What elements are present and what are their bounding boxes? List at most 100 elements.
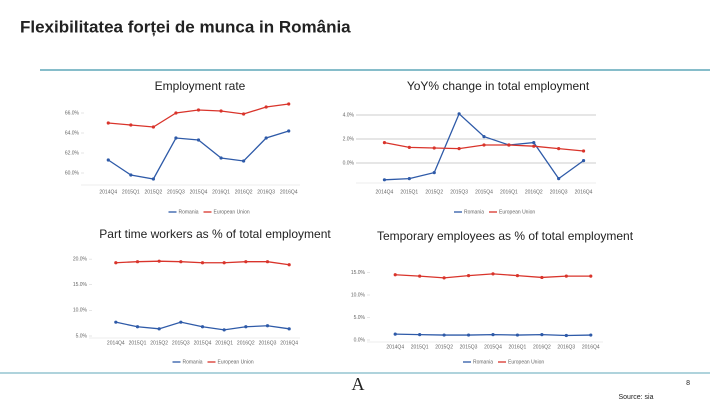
y-tick-label: 15.0% <box>73 282 88 288</box>
legend-label: European Union <box>499 209 535 215</box>
point <box>222 261 226 265</box>
y-tick-label: 62.0% <box>65 150 80 156</box>
point <box>219 156 223 160</box>
y-tick-label: 60.0% <box>65 170 80 176</box>
series-line <box>384 112 584 181</box>
x-tick-label: 2015Q4 <box>190 189 208 195</box>
panel-title: Part time workers as % of total employme… <box>99 227 331 241</box>
point <box>466 274 471 278</box>
point <box>196 138 201 142</box>
point <box>244 260 248 264</box>
point <box>106 121 110 125</box>
point <box>589 333 593 337</box>
x-tick-label: 2014Q4 <box>376 189 394 195</box>
point <box>564 274 568 278</box>
y-tick-label: 0.0% <box>354 337 366 343</box>
y-tick-label: 20.0% <box>73 256 88 262</box>
point <box>418 274 422 278</box>
panel-title: Temporary employees as % of total employ… <box>377 229 634 243</box>
x-tick-label: 2015Q4 <box>484 344 502 350</box>
point <box>179 260 183 264</box>
legend-label: European Union <box>218 359 254 365</box>
point <box>457 112 461 116</box>
point <box>151 177 155 181</box>
x-tick-label: 2015Q3 <box>450 189 468 195</box>
point <box>564 333 568 338</box>
x-tick-label: 2016Q4 <box>582 344 600 350</box>
point <box>222 328 226 332</box>
x-tick-label: 2014Q4 <box>386 344 404 350</box>
x-tick-label: 2016Q1 <box>500 189 518 195</box>
point <box>135 325 140 329</box>
x-tick-label: 2016Q4 <box>280 189 298 195</box>
x-tick-label: 2016Q3 <box>257 189 275 195</box>
point <box>287 263 291 267</box>
point <box>174 136 178 140</box>
point <box>482 135 486 139</box>
x-tick-label: 2016Q2 <box>237 340 255 346</box>
x-tick-label: 2016Q1 <box>212 189 230 195</box>
x-tick-label: 2014Q4 <box>99 189 117 195</box>
x-tick-label: 2015Q4 <box>194 340 212 346</box>
x-tick-label: 2016Q4 <box>575 189 593 195</box>
x-tick-label: 2015Q4 <box>475 189 493 195</box>
x-tick-label: 2016Q1 <box>215 340 233 346</box>
point <box>382 141 387 145</box>
x-tick-label: 2016Q2 <box>533 344 551 350</box>
y-tick-label: 5.0% <box>76 333 88 339</box>
x-tick-label: 2015Q3 <box>172 340 190 346</box>
logo: A <box>352 374 365 394</box>
point <box>151 125 155 129</box>
point <box>200 325 205 329</box>
source: Source: sia <box>618 394 653 401</box>
x-tick-label: 2015Q3 <box>460 344 478 350</box>
point <box>242 112 246 116</box>
x-tick-label: 2016Q3 <box>557 344 575 350</box>
x-tick-label: 2015Q1 <box>129 340 147 346</box>
point <box>393 273 397 277</box>
point <box>157 327 161 331</box>
legend-label: European Union <box>508 359 544 365</box>
y-tick-label: 66.0% <box>65 110 80 116</box>
point <box>179 320 183 324</box>
series-line <box>107 130 289 180</box>
point <box>200 261 205 265</box>
y-tick-label: 64.0% <box>65 130 80 136</box>
point <box>515 333 520 337</box>
series-line <box>108 103 289 128</box>
point <box>491 272 495 276</box>
x-tick-label: 2015Q1 <box>400 189 418 195</box>
legend-label: Romania <box>473 359 493 365</box>
x-tick-label: 2016Q2 <box>235 189 253 195</box>
point <box>407 177 411 181</box>
point <box>442 276 446 280</box>
y-tick-label: 10.0% <box>73 308 88 314</box>
point <box>129 173 133 177</box>
y-tick-label: 15.0% <box>351 270 366 276</box>
panel-title: Employment rate <box>155 79 246 93</box>
point <box>106 158 110 162</box>
x-tick-label: 2015Q2 <box>435 344 453 350</box>
point <box>393 332 397 336</box>
point <box>557 147 561 151</box>
slide-title: Flexibilitatea forței de munca in Români… <box>20 17 351 36</box>
x-tick-label: 2015Q1 <box>122 189 140 195</box>
point <box>491 333 495 337</box>
point <box>407 145 411 149</box>
legend-label: Romania <box>464 209 484 215</box>
x-tick-label: 2015Q3 <box>167 189 185 195</box>
point <box>581 149 586 153</box>
point <box>219 109 223 113</box>
x-tick-label: 2016Q4 <box>280 340 298 346</box>
point <box>287 102 291 106</box>
x-tick-label: 2016Q1 <box>509 344 527 350</box>
point <box>418 333 422 337</box>
point <box>507 143 511 147</box>
point <box>114 320 118 324</box>
x-tick-label: 2016Q3 <box>550 189 568 195</box>
x-tick-label: 2015Q2 <box>150 340 168 346</box>
point <box>265 324 270 328</box>
legend-label: European Union <box>214 209 250 215</box>
point <box>515 274 520 278</box>
